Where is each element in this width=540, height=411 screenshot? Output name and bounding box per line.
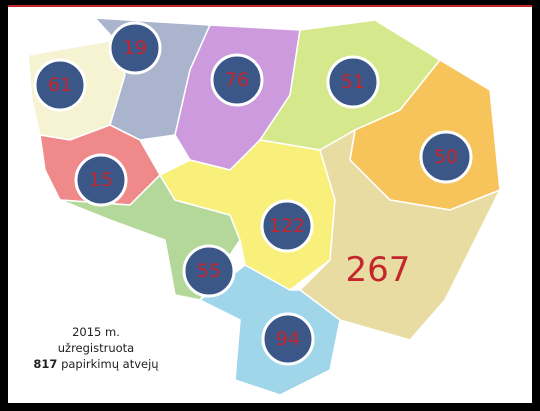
markers: 19 61 76 51 15 50 122 55 94 [33,21,473,366]
caption-line: 817 papirkimų atvejų [33,357,159,371]
marker-value: 15 [89,169,113,191]
marker-value: 61 [48,74,72,96]
marker-value: 19 [123,37,147,59]
caption-line: užregistruota [58,341,134,355]
marker-value: 94 [276,328,300,350]
marker [182,244,236,298]
marker [108,21,162,75]
marker [210,53,264,107]
marker-value: 51 [341,71,365,93]
marker [419,130,473,184]
caption-line: papirkimų atvejų [61,357,159,371]
marker [74,153,128,207]
caption-count: 817 [33,357,57,371]
marker-value: 76 [225,69,249,91]
caption-line: 2015 m. [72,325,120,339]
highlight-value: 267 [346,250,411,290]
marker [326,55,380,109]
marker [260,199,314,253]
marker-value: 50 [434,146,458,168]
marker-value: 55 [197,260,221,282]
marker [261,312,315,366]
marker [33,58,87,112]
marker-value: 122 [269,215,305,237]
